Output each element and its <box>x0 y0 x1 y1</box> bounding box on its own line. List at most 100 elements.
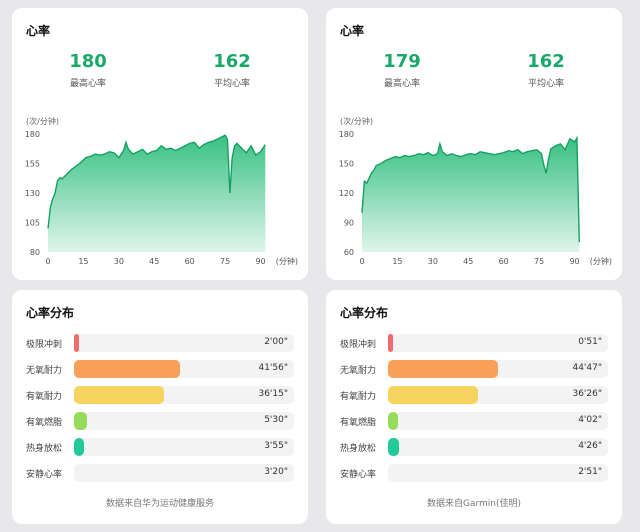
zone-time: 2'51" <box>578 467 602 477</box>
zone-label: 热身放松 <box>26 444 63 454</box>
zone-bar <box>74 360 180 378</box>
zone-time: 3'55" <box>264 441 288 451</box>
zone-label: 安静心率 <box>340 470 377 480</box>
y-tick-label: 120 <box>339 189 354 198</box>
x-axis-unit: (分钟) <box>590 256 612 266</box>
avg-heart-rate-label: 平均心率 <box>213 79 250 89</box>
zone-row: 有氧耐力 36'26" <box>340 386 608 404</box>
zone-row: 有氧燃脂 5'30" <box>26 412 294 430</box>
zone-row: 安静心率 2'51" <box>340 464 608 482</box>
zone-time: 3'20" <box>264 467 288 477</box>
zone-label: 有氧耐力 <box>340 392 377 402</box>
card-title: 心率 <box>340 24 365 38</box>
zone-label: 极限冲刺 <box>340 340 377 350</box>
zone-row: 有氧燃脂 4'02" <box>340 412 608 430</box>
zone-label: 无氧耐力 <box>340 366 377 376</box>
zone-track: 41'56" <box>74 360 294 378</box>
zone-track: 3'55" <box>74 438 294 456</box>
zone-label: 无氧耐力 <box>26 366 63 376</box>
zone-bar <box>74 438 84 456</box>
avg-heart-rate-value: 162 <box>527 51 565 72</box>
zone-label: 安静心率 <box>26 470 63 480</box>
zone-time: 36'26" <box>572 389 602 399</box>
avg-heart-rate-stat: 162 平均心率 <box>182 51 282 90</box>
avg-heart-rate-value: 162 <box>213 51 251 72</box>
zone-track: 0'51" <box>388 334 608 352</box>
max-heart-rate-value: 179 <box>383 51 421 72</box>
zone-track: 36'15" <box>74 386 294 404</box>
zone-bar <box>388 360 498 378</box>
heart-rate-chart: 180 150 120 90 60 0 15 30 45 60 75 90 (分钟) <box>339 130 612 266</box>
y-tick-label: 155 <box>25 160 40 169</box>
avg-heart-rate-label: 平均心率 <box>527 79 564 89</box>
heart-rate-area <box>48 135 266 252</box>
max-heart-rate-value: 180 <box>69 51 107 72</box>
zone-label: 有氧燃脂 <box>340 418 377 428</box>
y-axis-unit: (次/分钟) <box>26 117 59 126</box>
x-tick-label: 0 <box>45 257 50 266</box>
zone-bar <box>74 464 79 482</box>
zone-track: 2'00" <box>74 334 294 352</box>
zone-time: 36'15" <box>258 389 288 399</box>
zone-bar <box>388 334 393 352</box>
data-source: 数据来自华为运动健康服务 <box>105 499 214 509</box>
zone-row: 无氧耐力 44'47" <box>340 360 608 378</box>
y-tick-label: 180 <box>25 130 40 139</box>
x-tick-label: 15 <box>78 257 88 266</box>
x-tick-label: 30 <box>428 257 438 266</box>
zone-row: 安静心率 3'20" <box>26 464 294 482</box>
y-axis-unit: (次/分钟) <box>340 117 373 126</box>
zone-time: 4'02" <box>578 415 602 425</box>
heart-rate-card: 心率 180 最高心率 162 平均心率 (次/分钟) 180 155 130 105… <box>12 8 308 280</box>
y-tick-label: 180 <box>339 130 354 139</box>
y-tick-label: 130 <box>25 189 40 198</box>
zone-time: 41'56" <box>258 363 288 373</box>
zone-row: 热身放松 3'55" <box>26 438 294 456</box>
zone-track: 44'47" <box>388 360 608 378</box>
zone-bar <box>74 412 88 430</box>
y-tick-label: 60 <box>344 248 354 257</box>
zone-bar <box>388 412 398 430</box>
max-heart-rate-label: 最高心率 <box>383 79 420 89</box>
zone-bar <box>388 438 399 456</box>
zone-track: 3'20" <box>74 464 294 482</box>
y-tick-label: 105 <box>25 219 40 228</box>
max-heart-rate-stat: 180 最高心率 <box>38 51 138 90</box>
x-tick-label: 45 <box>463 257 473 266</box>
zone-bar <box>388 386 479 404</box>
x-axis-unit: (分钟) <box>276 256 298 266</box>
heart-rate-line <box>47 134 266 229</box>
zone-bar <box>74 334 79 352</box>
zone-time: 44'47" <box>572 363 602 373</box>
x-tick-label: 90 <box>569 257 579 266</box>
x-tick-label: 75 <box>220 257 230 266</box>
x-tick-label: 45 <box>149 257 159 266</box>
max-heart-rate-label: 最高心率 <box>69 79 106 89</box>
zone-label: 有氧燃脂 <box>26 418 63 428</box>
zone-track: 5'30" <box>74 412 294 430</box>
zone-row: 热身放松 4'26" <box>340 438 608 456</box>
card-title: 心率 <box>26 24 51 38</box>
zone-label: 极限冲刺 <box>26 340 63 350</box>
y-tick-label: 150 <box>339 160 354 169</box>
max-heart-rate-stat: 179 最高心率 <box>352 51 452 90</box>
card-title: 心率分布 <box>26 306 75 320</box>
heart-rate-line <box>361 135 580 243</box>
x-tick-label: 60 <box>499 257 509 266</box>
avg-heart-rate-stat: 162 平均心率 <box>496 51 596 90</box>
zone-row: 有氧耐力 36'15" <box>26 386 294 404</box>
zone-row: 无氧耐力 41'56" <box>26 360 294 378</box>
heart-rate-distribution-card: 心率分布 极限冲刺 2'00" 无氧耐力 41'56" 有氧耐力 36'15" 有氧燃脂 5'… <box>12 290 308 524</box>
zone-time: 2'00" <box>264 337 288 347</box>
y-tick-label: 90 <box>344 219 354 228</box>
zone-time: 0'51" <box>578 337 602 347</box>
heart-rate-distribution-card: 心率分布 极限冲刺 0'51" 无氧耐力 44'47" 有氧耐力 36'26" 有氧燃脂 4'… <box>326 290 622 524</box>
heart-rate-card: 心率 179 最高心率 162 平均心率 (次/分钟) 180 150 120 90 6… <box>326 8 622 280</box>
zone-track: 4'02" <box>388 412 608 430</box>
x-tick-label: 15 <box>392 257 402 266</box>
panel-garmin: 心率 179 最高心率 162 平均心率 (次/分钟) 180 150 120 90 6… <box>326 0 634 532</box>
zone-row: 极限冲刺 0'51" <box>340 334 608 352</box>
x-tick-label: 60 <box>185 257 195 266</box>
zone-bar <box>74 386 165 404</box>
card-title: 心率分布 <box>340 306 389 320</box>
